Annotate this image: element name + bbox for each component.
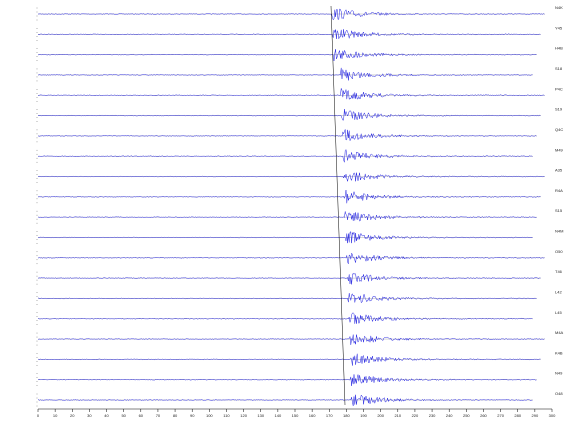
- x-tick-label: 80: [173, 413, 178, 418]
- trace-label: Y45: [555, 25, 563, 30]
- waveform: [37, 189, 541, 204]
- arrival-line: [330, 5, 346, 406]
- waveform: [37, 312, 533, 324]
- waveform: [37, 252, 545, 265]
- x-tick-label: 120: [240, 413, 247, 418]
- x-tick-label: 20: [70, 413, 75, 418]
- x-tick-label: 240: [446, 413, 453, 418]
- x-tick-label: 40: [104, 413, 109, 418]
- waveform: [37, 353, 541, 366]
- x-tick-label: 260: [480, 413, 487, 418]
- x-tick-label: 90: [190, 413, 195, 418]
- waveform: [37, 109, 541, 121]
- trace-label: N49: [555, 371, 563, 376]
- x-tick-label: 30: [87, 413, 92, 418]
- waveform: [37, 334, 545, 345]
- x-tick-label: 230: [429, 413, 436, 418]
- trace-label: M49: [555, 147, 564, 152]
- x-tick-label: 50: [121, 413, 126, 418]
- trace-label: O50: [555, 249, 563, 254]
- x-tick-label: 0: [37, 413, 40, 418]
- x-tick-label: 170: [326, 413, 333, 418]
- waveform: [37, 172, 545, 182]
- x-tick-label: 280: [514, 413, 521, 418]
- x-tick-label: 250: [463, 413, 470, 418]
- x-tick-label: 110: [223, 413, 230, 418]
- waveform: [37, 148, 533, 163]
- trace-label: N4K: [555, 5, 563, 10]
- x-tick-label: 70: [156, 413, 161, 418]
- waveform: [37, 29, 541, 39]
- trace-label: L42: [555, 289, 562, 294]
- trace-label: O48: [555, 391, 563, 396]
- x-tick-label: 100: [206, 413, 213, 418]
- trace-label: A35: [555, 168, 563, 173]
- x-tick-label: 290: [532, 413, 539, 418]
- x-tick-label: 220: [412, 413, 419, 418]
- x-tick-label: 190: [360, 413, 367, 418]
- x-tick-label: 270: [497, 413, 504, 418]
- trace-label: P4C: [555, 86, 563, 91]
- waveform: [37, 293, 537, 304]
- trace-label: L45: [555, 310, 562, 315]
- x-tick-label: 130: [257, 413, 264, 418]
- waveform: [37, 394, 533, 407]
- waveform: [37, 211, 537, 222]
- x-tick-label: 60: [139, 413, 144, 418]
- x-tick-label: 210: [394, 413, 401, 418]
- trace-label: S18: [555, 66, 563, 71]
- x-tick-label: 180: [343, 413, 350, 418]
- trace-label: K4B: [555, 350, 563, 355]
- trace-label: N4M: [555, 229, 563, 234]
- x-tick-label: 140: [275, 413, 282, 418]
- x-tick-label: 160: [309, 413, 316, 418]
- trace-label: R4A: [555, 188, 563, 193]
- waveform: [37, 374, 537, 386]
- trace-label: M4A: [555, 330, 564, 335]
- waveform: [37, 129, 537, 142]
- waveform: [37, 87, 545, 101]
- waveform: [37, 49, 537, 62]
- trace-label: H4B: [555, 46, 563, 51]
- waveform: [37, 272, 541, 285]
- waveform: [37, 8, 545, 21]
- trace-label: S15: [555, 208, 563, 213]
- trace-label: S19: [555, 107, 563, 112]
- x-tick-label: 10: [53, 413, 58, 418]
- waveform: [37, 67, 533, 81]
- trace-label: T46: [555, 269, 563, 274]
- x-tick-label: 200: [377, 413, 384, 418]
- x-tick-label: 300: [549, 413, 556, 418]
- trace-label: Q4C: [555, 127, 563, 132]
- x-tick-label: 150: [292, 413, 299, 418]
- waveform: [37, 231, 533, 244]
